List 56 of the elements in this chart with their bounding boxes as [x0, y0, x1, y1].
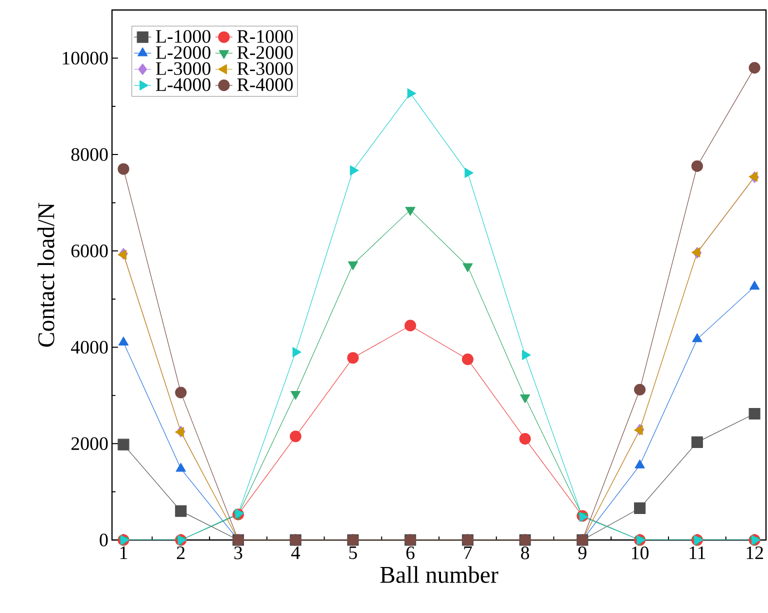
point	[462, 263, 473, 272]
x-tick-label: 4	[291, 546, 300, 559]
y-tick-label: 2000	[71, 437, 108, 450]
legend-label: L-3000	[156, 62, 210, 75]
point	[462, 354, 474, 366]
legend-label: R-1000	[237, 30, 293, 43]
point	[347, 352, 359, 364]
point	[691, 160, 703, 172]
point	[290, 430, 302, 442]
x-tick-label: 1	[120, 546, 128, 559]
x-tick-label: 11	[690, 546, 706, 559]
point	[748, 408, 760, 420]
point	[404, 320, 416, 332]
point	[692, 333, 702, 342]
point	[407, 88, 416, 98]
point	[350, 165, 359, 176]
x-tick-label: 10	[632, 546, 649, 560]
y-tick-label: 8000	[71, 148, 108, 161]
point	[118, 163, 130, 175]
point	[691, 436, 703, 448]
point	[519, 433, 531, 445]
x-tick-label: 8	[521, 546, 530, 560]
point	[748, 62, 760, 74]
y-tick-label: 6000	[71, 244, 108, 258]
legend-label: R-2000	[237, 46, 293, 59]
point	[405, 206, 416, 216]
y-tick-label: 10000	[62, 52, 108, 65]
point	[175, 386, 187, 398]
x-tick-label: 9	[578, 546, 586, 560]
legend-label: L-4000	[156, 78, 210, 92]
legend-label: R-3000	[237, 62, 293, 75]
x-tick-label: 7	[464, 546, 472, 559]
x-axis-title: Ball number	[380, 566, 498, 583]
point	[292, 347, 302, 358]
point	[464, 168, 474, 178]
x-tick-label: 2	[176, 546, 185, 560]
point	[749, 280, 760, 290]
point	[348, 261, 358, 270]
legend-label: L-2000	[156, 46, 210, 59]
x-tick-label: 12	[746, 546, 763, 560]
x-tick-label: 6	[406, 546, 414, 560]
point	[235, 508, 244, 519]
point	[520, 394, 530, 404]
y-tick-label: 4000	[71, 340, 108, 354]
point	[175, 505, 187, 517]
y-axis-title: Contact load/N	[38, 202, 54, 347]
x-tick-label: 3	[234, 546, 242, 560]
legend-label: L-1000	[156, 30, 210, 43]
point	[522, 350, 531, 360]
point	[290, 390, 301, 400]
legend-label: R-4000	[237, 78, 293, 92]
point	[634, 384, 646, 396]
y-tick-label: 0	[100, 534, 108, 546]
point	[118, 438, 130, 450]
point	[634, 502, 646, 514]
x-tick-label: 5	[349, 546, 357, 560]
